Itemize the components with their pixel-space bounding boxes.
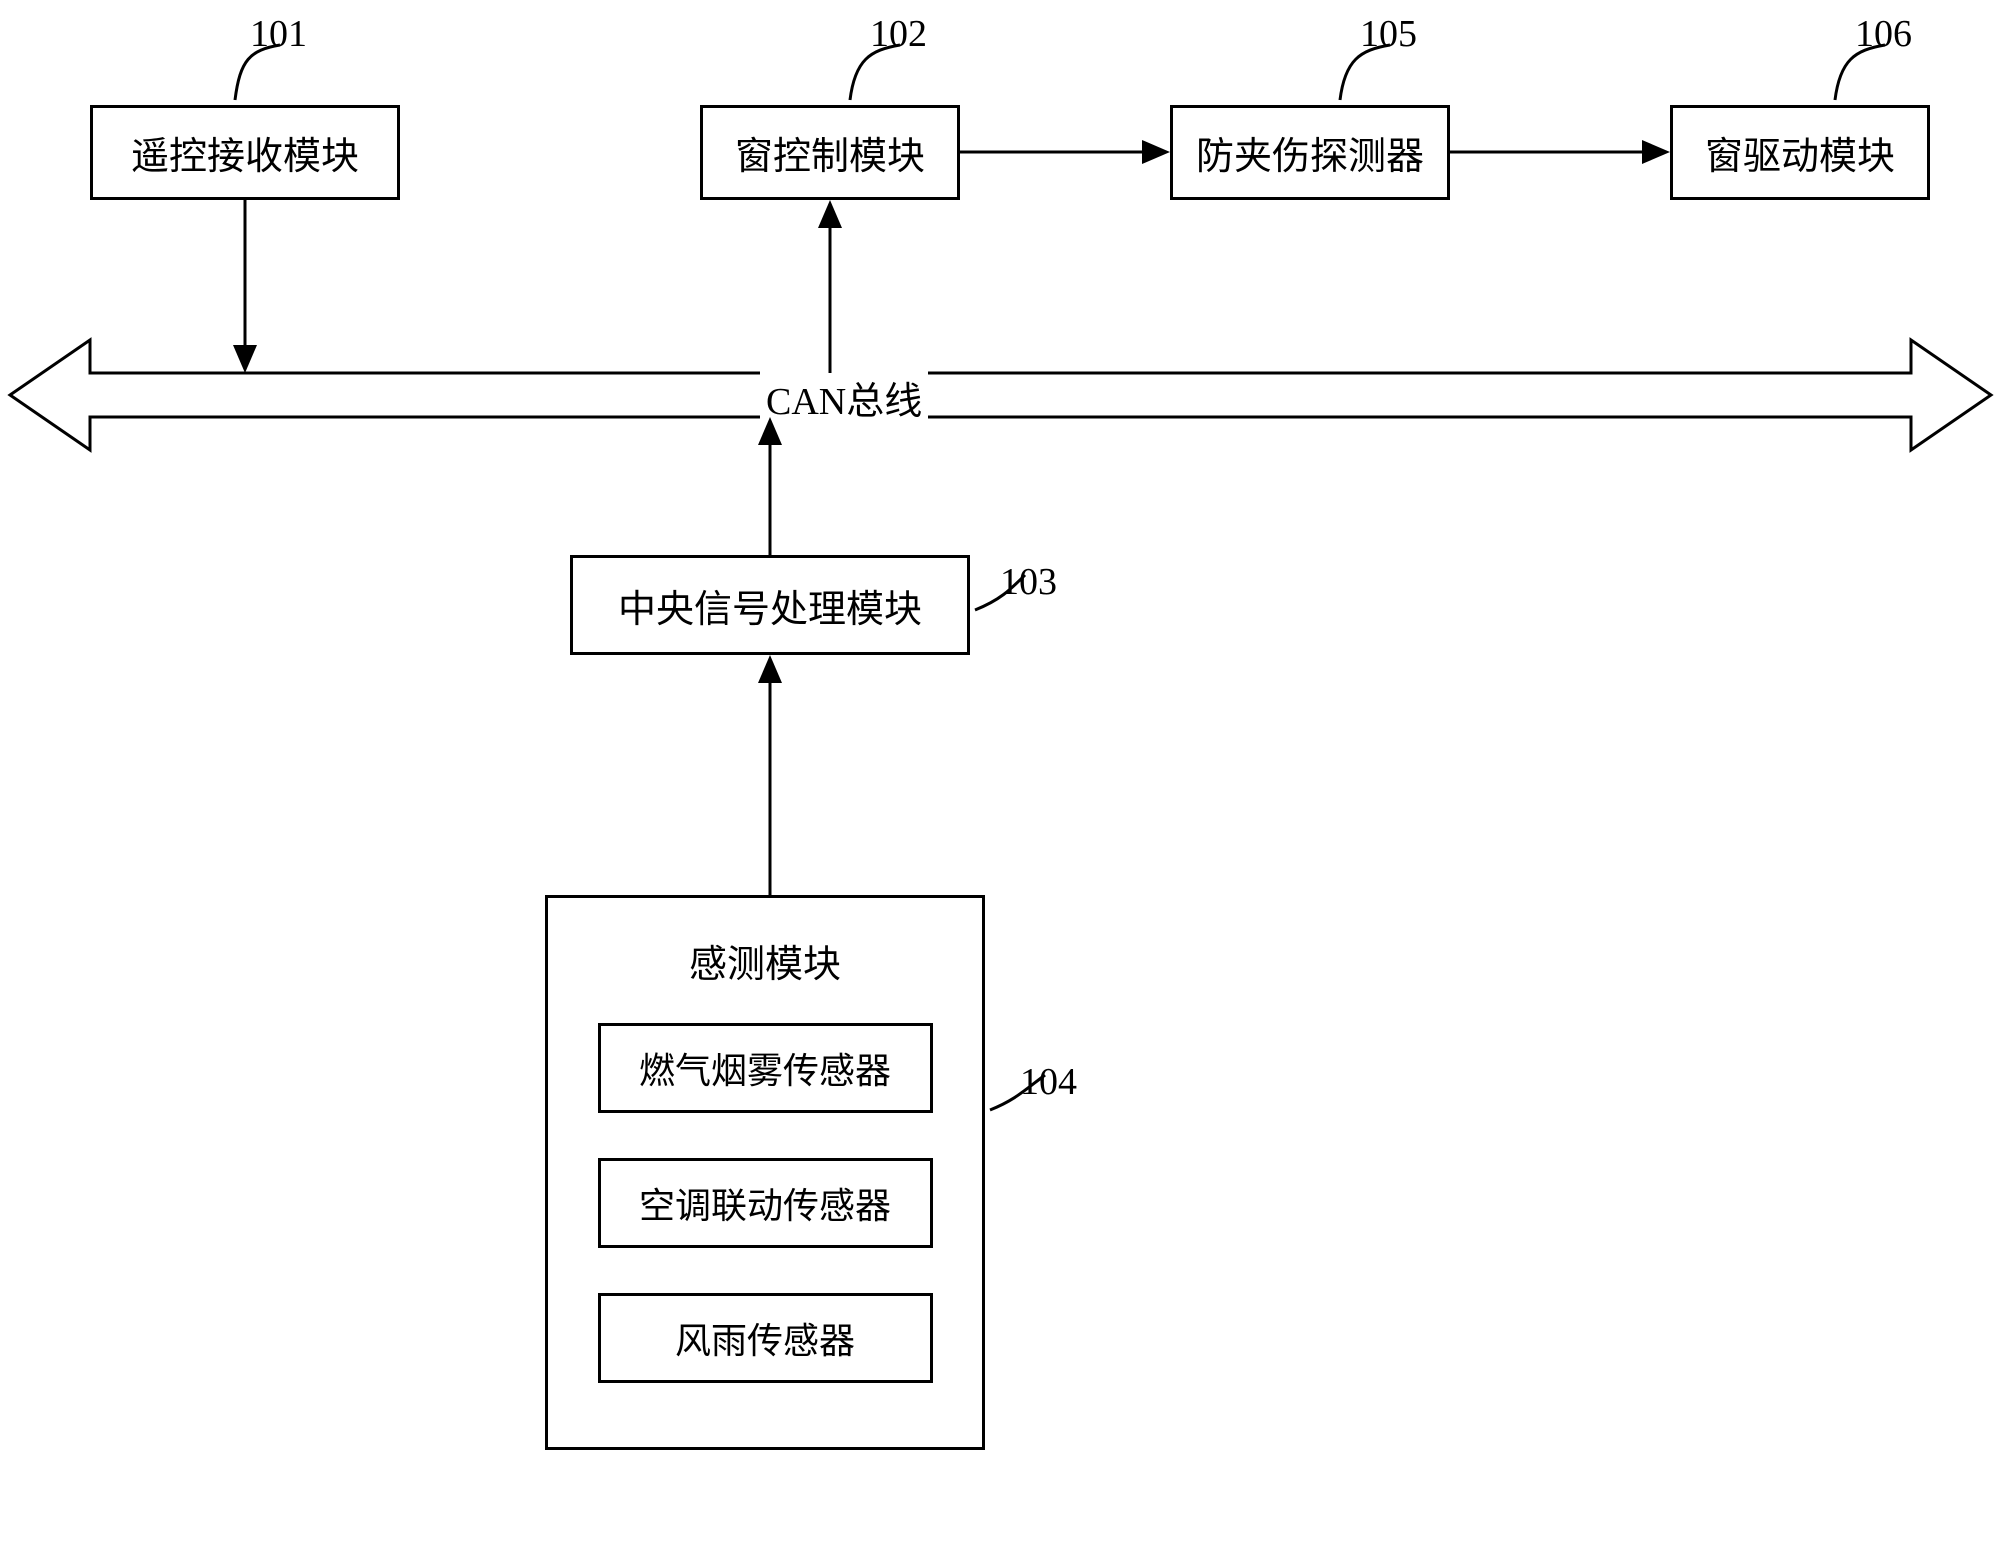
node-n106: 窗驱动模块 bbox=[1670, 105, 1930, 200]
node-n101-text: 遥控接收模块 bbox=[131, 125, 359, 180]
leader-lines bbox=[0, 0, 2001, 1548]
ref-label-n101: 101 bbox=[250, 12, 307, 56]
n102-to-n105-head bbox=[1142, 140, 1170, 164]
node-n104-inner-2: 风雨传感器 bbox=[598, 1293, 933, 1383]
node-n103-text: 中央信号处理模块 bbox=[618, 578, 922, 633]
node-n105-text: 防夹伤探测器 bbox=[1196, 125, 1424, 180]
node-n104-inner-0: 燃气烟雾传感器 bbox=[598, 1023, 933, 1113]
ref-label-n102: 102 bbox=[870, 12, 927, 56]
ref-label-n103: 103 bbox=[1000, 560, 1057, 604]
node-n104-title: 感测模块 bbox=[548, 933, 982, 988]
can-bus-shape bbox=[10, 340, 1991, 450]
node-n104: 感测模块燃气烟雾传感器空调联动传感器风雨传感器 bbox=[545, 895, 985, 1450]
node-n104-inner-1-text: 空调联动传感器 bbox=[639, 1177, 891, 1229]
node-n104-inner-2-text: 风雨传感器 bbox=[675, 1312, 855, 1364]
ref-label-n106: 106 bbox=[1855, 12, 1912, 56]
node-n102-text: 窗控制模块 bbox=[735, 125, 925, 180]
n105-to-n106-head bbox=[1642, 140, 1670, 164]
n102-to-bus-head bbox=[818, 200, 842, 228]
can-bus-arrow bbox=[0, 0, 2001, 1548]
node-n104-inner-1: 空调联动传感器 bbox=[598, 1158, 933, 1248]
arrows-layer bbox=[0, 0, 2001, 1548]
ref-label-n105: 105 bbox=[1360, 12, 1417, 56]
node-n101: 遥控接收模块 bbox=[90, 105, 400, 200]
node-n103: 中央信号处理模块 bbox=[570, 555, 970, 655]
node-n105: 防夹伤探测器 bbox=[1170, 105, 1450, 200]
node-n102: 窗控制模块 bbox=[700, 105, 960, 200]
node-n104-inner-0-text: 燃气烟雾传感器 bbox=[639, 1042, 891, 1094]
n104-to-n103-head bbox=[758, 655, 782, 683]
can-bus-label: CAN总线 bbox=[760, 370, 928, 425]
node-n106-text: 窗驱动模块 bbox=[1705, 125, 1895, 180]
diagram-canvas: 遥控接收模块 窗控制模块 防夹伤探测器 窗驱动模块中央信号处理模块感测模块燃气烟雾传感… bbox=[0, 0, 2001, 1548]
ref-label-n104: 104 bbox=[1020, 1060, 1077, 1104]
n101-to-bus-head bbox=[233, 345, 257, 373]
